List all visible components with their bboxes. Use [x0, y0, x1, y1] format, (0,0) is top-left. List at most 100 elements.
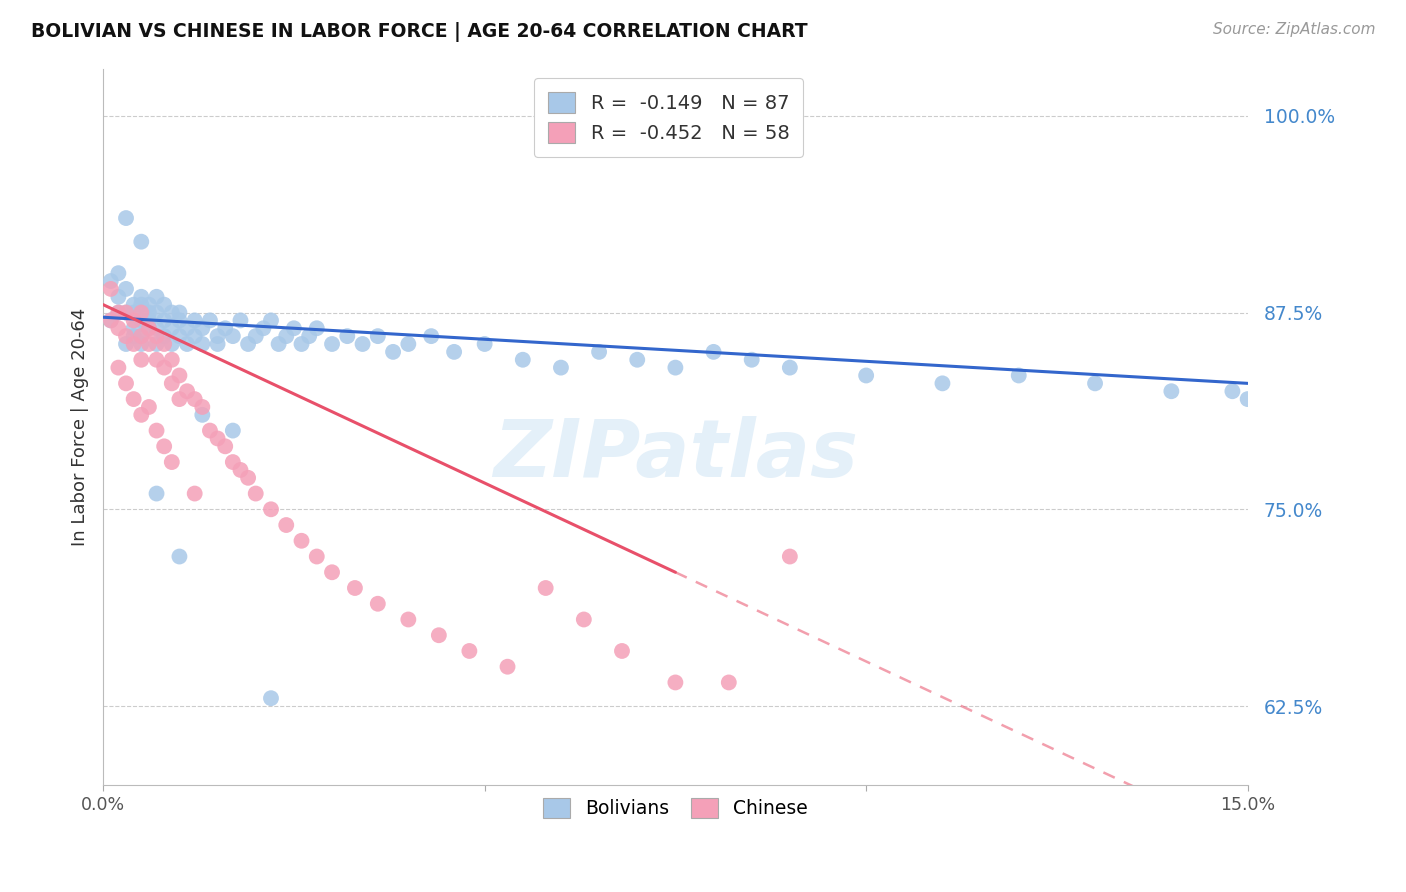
Point: [1236, 392, 1258, 406]
Point: [588, 344, 610, 359]
Legend: Bolivians, Chinese: Bolivians, Chinese: [536, 790, 815, 825]
Point: [550, 360, 572, 375]
Point: [122, 321, 145, 335]
Point: [145, 329, 167, 343]
Point: [153, 298, 176, 312]
Point: [512, 352, 534, 367]
Point: [198, 313, 221, 327]
Point: [129, 305, 152, 319]
Point: [100, 274, 122, 288]
Point: [382, 344, 405, 359]
Text: ZIPatlas: ZIPatlas: [494, 417, 858, 494]
Point: [129, 408, 152, 422]
Point: [305, 549, 328, 564]
Point: [145, 337, 167, 351]
Point: [160, 321, 183, 335]
Point: [717, 675, 740, 690]
Point: [107, 266, 129, 280]
Text: Source: ZipAtlas.com: Source: ZipAtlas.com: [1212, 22, 1375, 37]
Point: [138, 400, 160, 414]
Point: [276, 518, 298, 533]
Point: [1222, 384, 1244, 399]
Point: [160, 376, 183, 391]
Point: [145, 305, 167, 319]
Point: [367, 329, 389, 343]
Text: BOLIVIAN VS CHINESE IN LABOR FORCE | AGE 20-64 CORRELATION CHART: BOLIVIAN VS CHINESE IN LABOR FORCE | AGE…: [31, 22, 807, 42]
Point: [169, 305, 191, 319]
Point: [474, 337, 496, 351]
Point: [138, 305, 160, 319]
Point: [703, 344, 725, 359]
Point: [260, 313, 283, 327]
Point: [145, 321, 167, 335]
Point: [1160, 384, 1182, 399]
Point: [236, 337, 259, 351]
Point: [153, 313, 176, 327]
Point: [534, 581, 557, 595]
Point: [191, 400, 214, 414]
Point: [367, 597, 389, 611]
Point: [160, 352, 183, 367]
Point: [260, 502, 283, 516]
Point: [145, 290, 167, 304]
Point: [260, 691, 283, 706]
Point: [207, 337, 229, 351]
Point: [115, 305, 138, 319]
Point: [129, 329, 152, 343]
Point: [100, 313, 122, 327]
Point: [458, 644, 481, 658]
Point: [153, 329, 176, 343]
Point: [115, 376, 138, 391]
Point: [122, 392, 145, 406]
Point: [129, 235, 152, 249]
Y-axis label: In Labor Force | Age 20-64: In Labor Force | Age 20-64: [72, 308, 89, 546]
Point: [122, 313, 145, 327]
Point: [129, 329, 152, 343]
Point: [153, 439, 176, 453]
Point: [245, 486, 267, 500]
Point: [396, 612, 419, 626]
Point: [129, 352, 152, 367]
Point: [145, 352, 167, 367]
Point: [138, 321, 160, 335]
Point: [298, 329, 321, 343]
Point: [664, 675, 686, 690]
Point: [290, 337, 312, 351]
Point: [160, 337, 183, 351]
Point: [222, 329, 245, 343]
Point: [183, 313, 205, 327]
Point: [160, 455, 183, 469]
Point: [396, 337, 419, 351]
Point: [115, 211, 138, 225]
Point: [122, 337, 145, 351]
Point: [207, 329, 229, 343]
Point: [198, 424, 221, 438]
Point: [176, 337, 198, 351]
Point: [183, 392, 205, 406]
Point: [610, 644, 633, 658]
Point: [115, 329, 138, 343]
Point: [664, 360, 686, 375]
Point: [183, 329, 205, 343]
Point: [779, 549, 801, 564]
Point: [321, 566, 343, 580]
Point: [129, 298, 152, 312]
Point: [169, 392, 191, 406]
Point: [305, 321, 328, 335]
Point: [420, 329, 443, 343]
Point: [129, 337, 152, 351]
Point: [153, 360, 176, 375]
Point: [107, 360, 129, 375]
Point: [427, 628, 450, 642]
Point: [176, 321, 198, 335]
Point: [336, 329, 359, 343]
Point: [122, 305, 145, 319]
Point: [169, 368, 191, 383]
Point: [169, 313, 191, 327]
Point: [207, 432, 229, 446]
Point: [191, 337, 214, 351]
Point: [1008, 368, 1031, 383]
Point: [236, 471, 259, 485]
Point: [443, 344, 465, 359]
Point: [779, 360, 801, 375]
